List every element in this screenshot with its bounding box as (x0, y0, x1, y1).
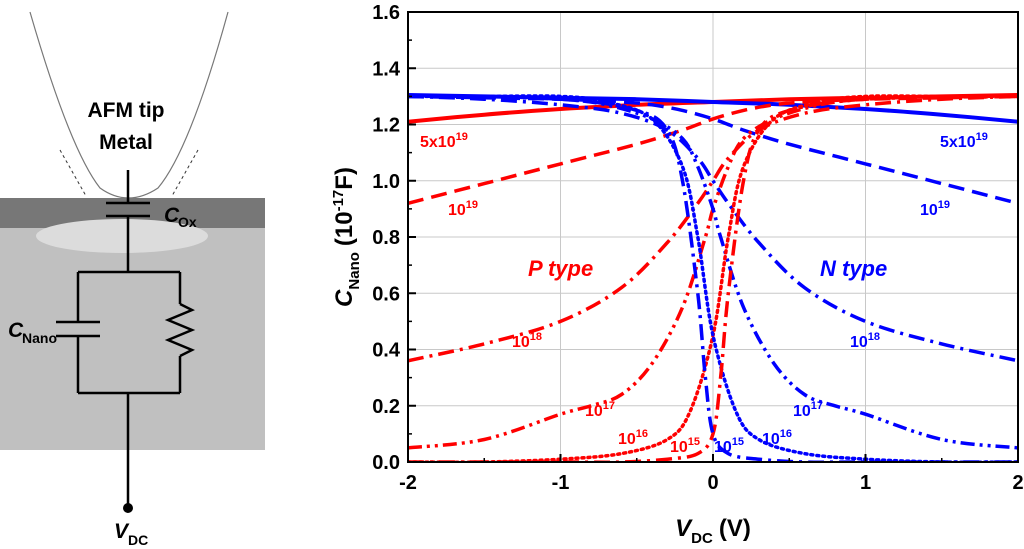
svg-text:DC: DC (128, 532, 148, 548)
x-tick-label: 2 (1012, 472, 1023, 494)
vdc-label: V DC (114, 520, 148, 548)
annotation-n-1e15: 1015 (714, 436, 744, 456)
y-axis-label: CNano(10-17F) (330, 167, 363, 307)
tip-dash-right (171, 149, 199, 197)
y-tick-label: 0.4 (372, 340, 401, 362)
cox-label: C Ox (164, 204, 197, 230)
y-tick-label: 0.8 (372, 227, 400, 249)
series-line-n-5 (408, 94, 1018, 363)
ticks (407, 11, 1019, 463)
tip-label-line2: Metal (99, 131, 153, 154)
y-tick-label: 1.4 (372, 58, 401, 80)
annotation-p-1e15: 1015 (670, 436, 700, 456)
annotation-n-1e17: 1017 (793, 400, 823, 420)
annotation-p-1e16: 1016 (618, 428, 648, 448)
chart: -2 -1 0 1 2 0.0 0.2 0.4 0.6 0.8 1.0 1.2 1.4 1.6 VDC(… (330, 2, 1024, 547)
tip-dash-left (59, 149, 87, 197)
svg-text:Nano: Nano (22, 330, 57, 346)
y-tick-label: 1.6 (372, 2, 400, 24)
annotation-p-type: P type (528, 256, 593, 281)
annotation-n-1e19: 1019 (920, 199, 950, 219)
y-tick-label: 0.6 (372, 283, 400, 305)
annotation-p-1e17: 1017 (585, 400, 615, 420)
x-tick-labels: -2 -1 0 1 2 (399, 472, 1023, 494)
schematic: AFM tip Metal C Ox C Nano (0, 11, 265, 548)
x-tick-label: 1 (860, 472, 871, 494)
y-tick-label: 0.0 (372, 452, 400, 474)
series-line-n-3 (408, 94, 1018, 205)
y-tick-label: 1.2 (372, 115, 400, 137)
series-line-n-11 (408, 94, 1018, 462)
svg-text:C: C (8, 319, 24, 342)
circuit-wires (56, 170, 196, 505)
x-tick-label: -2 (399, 472, 417, 494)
x-axis-label: VDC (V) (675, 515, 751, 547)
annotation-n-type: N type (820, 256, 887, 281)
annotation-p-5e19: 5x1019 (420, 131, 468, 151)
cnano-label: C Nano (8, 319, 57, 346)
annotation-n-1e18: 1018 (850, 331, 880, 351)
x-tick-label: 0 (707, 472, 718, 494)
y-tick-label: 1.0 (372, 171, 400, 193)
annotation-n-1e16: 1016 (762, 428, 792, 448)
substrate-block (0, 228, 265, 450)
svg-text:Ox: Ox (178, 214, 197, 230)
vdc-terminal (123, 503, 133, 513)
annotation-p-1e18: 1018 (512, 331, 542, 351)
x-tick-label: -1 (552, 472, 570, 494)
depletion-region (36, 219, 208, 253)
annotation-n-5e19: 5x1019 (940, 131, 988, 151)
y-tick-label: 0.2 (372, 396, 400, 418)
svg-text:V: V (114, 520, 130, 543)
series-group (408, 93, 1018, 462)
svg-text:C: C (164, 204, 180, 227)
series-line-p-4 (408, 94, 1018, 363)
y-tick-labels: 0.0 0.2 0.4 0.6 0.8 1.0 1.2 1.4 1.6 (372, 2, 401, 474)
annotation-p-1e19: 1019 (448, 199, 478, 219)
tip-label-line1: AFM tip (88, 99, 165, 122)
